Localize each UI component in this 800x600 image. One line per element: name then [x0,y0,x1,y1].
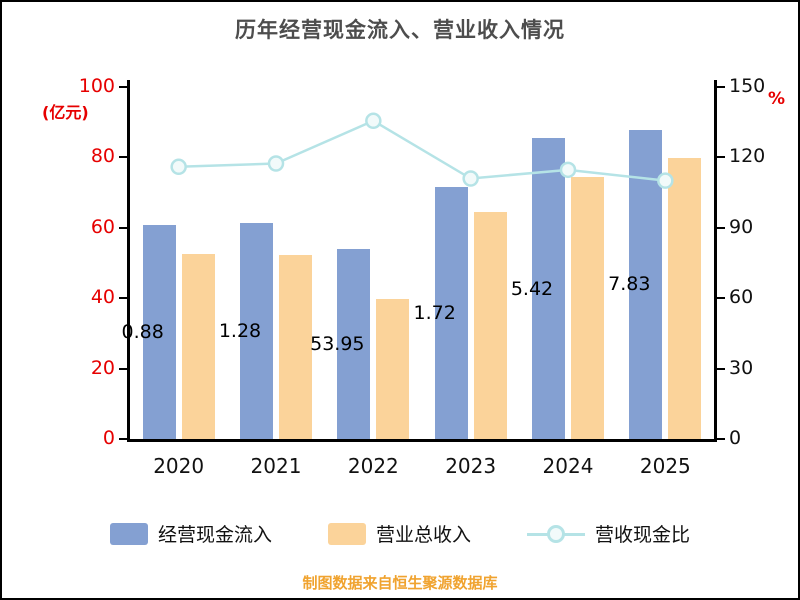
left-tick-20 [119,367,127,370]
right-axis-unit-label: % [768,89,786,109]
y-tick-left-0: 0 [102,427,115,449]
bar-value-label-2024: 5.42 [510,277,554,300]
right-axis-spine [714,80,717,442]
y-tick-left-60: 60 [90,215,115,238]
y-tick-right-60: 60 [729,286,754,309]
legend-item-revenue: 营业总收入 [327,520,471,547]
bar-cash-inflow-2021 [240,223,273,439]
bar-revenue-2020 [181,254,215,439]
right-tick-30 [717,367,725,370]
legend-item-cash-inflow: 经营现金流入 [109,520,272,547]
x-tick-2025: 2025 [639,454,691,478]
x-tick-2023: 2023 [445,454,497,478]
y-tick-left-80: 80 [90,145,115,168]
left-tick-40 [119,297,127,300]
y-tick-right-120: 120 [729,145,766,168]
left-tick-80 [119,156,127,159]
data-source-caption: 制图数据来自恒生聚源数据库 [302,574,498,592]
x-tick-2024: 2024 [542,454,594,478]
line-marker-2021 [267,155,285,172]
y-tick-right-90: 90 [729,215,754,238]
bar-value-label-2021: 1.28 [218,320,262,343]
legend-label-cash-inflow: 经营现金流入 [157,524,272,546]
legend-label-revenue: 营业总收入 [375,524,471,546]
legend: 经营现金流入 营业总收入 营收现金比 [2,520,798,547]
bar-revenue-2021 [279,255,312,439]
bottom-axis-spine [127,439,717,442]
y-tick-left-20: 20 [90,356,115,379]
y-tick-left-100: 100 [78,75,115,97]
revenue-swatch-icon [327,522,366,545]
bar-revenue-2022 [376,298,410,439]
y-tick-right-150: 150 [729,75,766,97]
x-tick-2020: 2020 [153,454,205,478]
x-tick-2022: 2022 [347,454,399,478]
right-tick-150 [717,86,725,88]
bar-revenue-2024 [571,176,604,439]
legend-item-ratio: 营收现金比 [527,520,690,547]
x-tick-2021: 2021 [250,454,302,478]
left-tick-100 [119,86,127,88]
bar-value-label-2022: 53.95 [310,333,365,356]
left-axis-unit-label: (亿元) [42,103,89,122]
right-tick-120 [717,156,725,159]
line-marker-2022 [365,112,382,130]
left-tick-0 [119,438,127,440]
right-tick-90 [717,226,725,229]
bar-value-label-2023: 1.72 [413,301,456,324]
bar-cash-inflow-2020 [142,224,176,439]
bar-cash-inflow-2023 [434,186,468,439]
left-axis-spine [127,80,130,442]
bar-value-label-2025: 7.83 [608,273,651,296]
bar-revenue-2025 [668,158,702,439]
legend-label-ratio: 营收现金比 [595,524,691,546]
y-tick-left-40: 40 [90,286,115,309]
y-tick-right-0: 0 [729,427,742,449]
line-marker-2020 [170,158,187,176]
chart-title: 历年经营现金流入、营业收入情况 [235,18,565,42]
ratio-line-marker-icon [527,522,585,546]
bar-revenue-2023 [473,211,507,439]
y-tick-right-30: 30 [729,356,754,379]
bar-cash-inflow-2024 [532,138,565,439]
line-marker-2023 [462,170,479,187]
left-tick-60 [119,226,127,229]
bar-cash-inflow-2022 [337,249,371,439]
cash-inflow-swatch-icon [109,522,148,545]
right-tick-0 [717,438,725,440]
bar-value-label-2020: 0.88 [121,320,164,343]
right-tick-60 [717,297,725,300]
